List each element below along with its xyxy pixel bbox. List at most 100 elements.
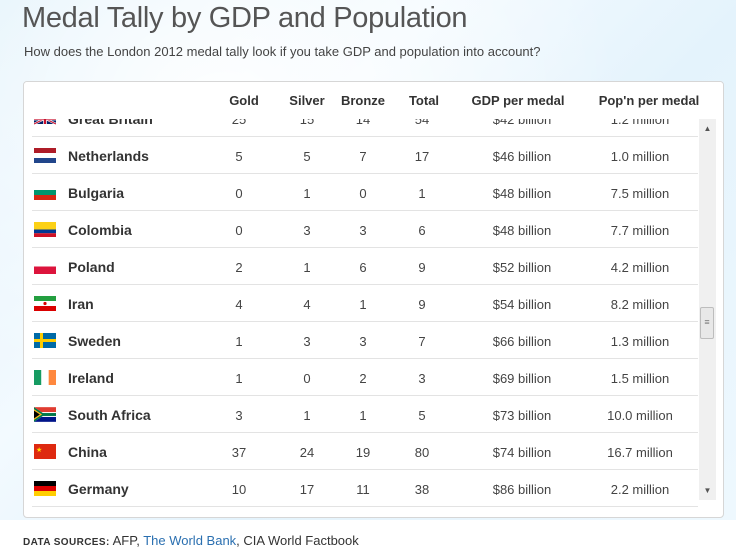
total-count: 5: [418, 408, 426, 423]
population-per-medal: 7.7 million: [610, 223, 670, 238]
bronze-count: 11: [356, 482, 370, 497]
scrollbar-thumb[interactable]: ≡: [700, 307, 714, 339]
total-count: 54: [414, 119, 430, 127]
country-name: Poland: [68, 259, 115, 275]
silver-count: 3: [303, 334, 311, 349]
total-count: 3: [418, 371, 426, 386]
colombia-flag-icon: [34, 222, 56, 237]
gdp-per-medal: $48 billion: [492, 223, 552, 238]
silver-count: 1: [303, 186, 311, 201]
gold-count: 4: [235, 297, 243, 312]
population-per-medal: 16.7 million: [607, 445, 673, 460]
gold-count: 37: [231, 445, 247, 460]
scroll-down-icon[interactable]: ▼: [703, 486, 712, 495]
total-count: 38: [414, 482, 430, 497]
gdp-per-medal: $52 billion: [492, 260, 552, 275]
bronze-count: 14: [355, 119, 371, 127]
bronze-count: 19: [355, 445, 371, 460]
total-count: 1: [418, 186, 426, 201]
total-count: 80: [414, 445, 430, 460]
column-header-total[interactable]: Total: [408, 93, 440, 108]
gold-count: 25: [231, 119, 247, 127]
germany-flag-icon: [34, 481, 56, 496]
silver-count: 0: [303, 371, 311, 386]
silver-count: 4: [303, 297, 311, 312]
south-africa-flag-icon: [34, 407, 56, 422]
country-name: Colombia: [68, 222, 132, 238]
table-row: Netherlands 5 5 7 17 $46 billion 1.0 million: [32, 137, 698, 174]
population-per-medal: 1.0 million: [610, 149, 670, 164]
gold-count: 5: [235, 149, 243, 164]
column-header-gdp[interactable]: GDP per medal: [471, 93, 565, 108]
total-count: 17: [414, 149, 430, 164]
gold-count: 0: [235, 223, 243, 238]
bronze-count: 3: [359, 223, 367, 238]
world-bank-link[interactable]: The World Bank: [143, 533, 237, 548]
silver-count: 5: [303, 149, 311, 164]
bronze-count: 6: [359, 260, 367, 275]
column-header-gold[interactable]: Gold: [229, 93, 259, 108]
column-header-bronze[interactable]: Bronze: [340, 93, 386, 108]
gdp-per-medal: $74 billion: [492, 445, 552, 460]
gdp-per-medal: $69 billion: [492, 371, 552, 386]
silver-count: 24: [299, 445, 315, 460]
population-per-medal: 1.2 million: [610, 119, 670, 127]
total-count: 9: [418, 260, 426, 275]
population-per-medal: 4.2 million: [610, 260, 670, 275]
china-flag-icon: ★: [34, 444, 56, 459]
table-row: South Africa 3 1 1 5 $73 billion 10.0 million: [32, 396, 698, 433]
column-header-population[interactable]: Pop'n per medal: [598, 93, 700, 108]
total-count: 7: [418, 334, 426, 349]
gold-count: 3: [235, 408, 243, 423]
table-row: Ireland 1 0 2 3 $69 billion 1.5 million: [32, 359, 698, 396]
country-name: Iran: [68, 296, 94, 312]
silver-count: 17: [299, 482, 315, 497]
population-per-medal: 2.2 million: [610, 482, 670, 497]
gold-count: 2: [235, 260, 243, 275]
gdp-per-medal: $73 billion: [492, 408, 552, 423]
bronze-count: 0: [359, 186, 367, 201]
data-sources: DATA SOURCES: AFP, The World Bank, CIA W…: [23, 533, 359, 548]
bronze-count: 3: [359, 334, 367, 349]
gdp-per-medal: $42 billion: [492, 119, 552, 127]
table-row: Colombia 0 3 3 6 $48 billion 7.7 million: [32, 211, 698, 248]
population-per-medal: 1.3 million: [610, 334, 670, 349]
country-name: Germany: [68, 481, 129, 497]
population-per-medal: 10.0 million: [607, 408, 673, 423]
table-row: ★ China 37 24 19 80 $74 billion 16.7 million: [32, 433, 698, 470]
gdp-per-medal: $46 billion: [492, 149, 552, 164]
silver-count: 1: [303, 408, 311, 423]
iran-flag-icon: [34, 296, 56, 311]
country-name: South Africa: [68, 407, 151, 423]
netherlands-flag-icon: [34, 148, 56, 163]
gdp-per-medal: $54 billion: [492, 297, 552, 312]
country-name: Sweden: [68, 333, 121, 349]
gold-count: 1: [235, 334, 243, 349]
bronze-count: 1: [359, 297, 367, 312]
total-count: 6: [418, 223, 426, 238]
population-per-medal: 1.5 million: [610, 371, 670, 386]
population-per-medal: 8.2 million: [610, 297, 670, 312]
table-scrollbar[interactable]: ▲ ≡ ▼: [699, 119, 716, 500]
data-sources-label: DATA SOURCES:: [23, 537, 110, 548]
silver-count: 15: [299, 119, 315, 127]
source-afp: AFP,: [112, 533, 140, 548]
country-name: Ireland: [68, 370, 114, 386]
gdp-per-medal: $48 billion: [492, 186, 552, 201]
silver-count: 1: [303, 260, 311, 275]
gb-flag-icon: [34, 119, 56, 126]
bronze-count: 1: [359, 408, 367, 423]
table-row: Poland 2 1 6 9 $52 billion 4.2 million: [32, 248, 698, 285]
bronze-count: 2: [359, 371, 367, 386]
svg-text:★: ★: [36, 446, 42, 454]
scroll-up-icon[interactable]: ▲: [703, 124, 712, 133]
silver-count: 3: [303, 223, 311, 238]
table-row: Sweden 1 3 3 7 $66 billion 1.3 million: [32, 322, 698, 359]
table-row: Iran 4 4 1 9 $54 billion 8.2 million: [32, 285, 698, 322]
table-body: Great Britain 25 15 14 54 $42 billion 1.2 mill…: [24, 119, 699, 517]
table-row: Great Britain 25 15 14 54 $42 billion 1.2 mill…: [32, 119, 698, 137]
sweden-flag-icon: [34, 333, 56, 348]
country-name: Great Britain: [68, 119, 153, 127]
country-name: China: [68, 444, 107, 460]
column-header-silver[interactable]: Silver: [289, 93, 325, 108]
